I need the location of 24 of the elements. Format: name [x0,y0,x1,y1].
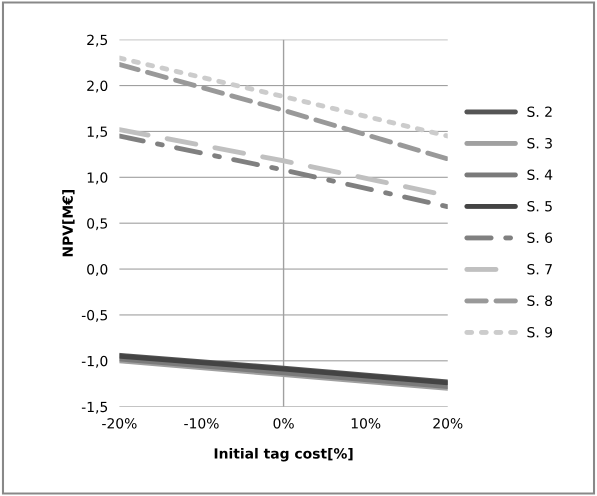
legend-label: S. 5 [527,200,552,212]
y-tick-label: 2,0 [87,80,108,92]
x-axis-title: Initial tag cost[%] [214,448,353,462]
y-tick-label: 2,5 [87,34,108,47]
y-tick-label: -0,5 [82,310,108,322]
legend-label: S. 6 [527,232,552,243]
y-tick-label: 1,0 [88,172,108,184]
legend-label: S. 3 [527,138,552,148]
y-axis-title: NPV[M€] [62,190,75,256]
x-tick-label: -10% [184,418,219,429]
legend-label: S. 9 [527,326,552,338]
y-tick-label: 0,0 [87,264,108,276]
x-tick-label: 0% [273,418,294,429]
x-tick-label: 20% [433,418,462,429]
legend-label: S. 7 [527,264,552,274]
x-tick-label: -20% [102,418,137,429]
legend-label: S. 2 [527,106,552,117]
y-tick-label: -1,5 [82,402,108,414]
y-tick-label: 0,5 [87,218,108,230]
x-tick-label: 10% [352,418,380,429]
y-tick-label: -1,0 [82,356,108,368]
legend-label: S. 8 [527,295,552,306]
y-tick-label: 1,5 [88,126,108,138]
legend-label: S. 4 [527,169,552,180]
